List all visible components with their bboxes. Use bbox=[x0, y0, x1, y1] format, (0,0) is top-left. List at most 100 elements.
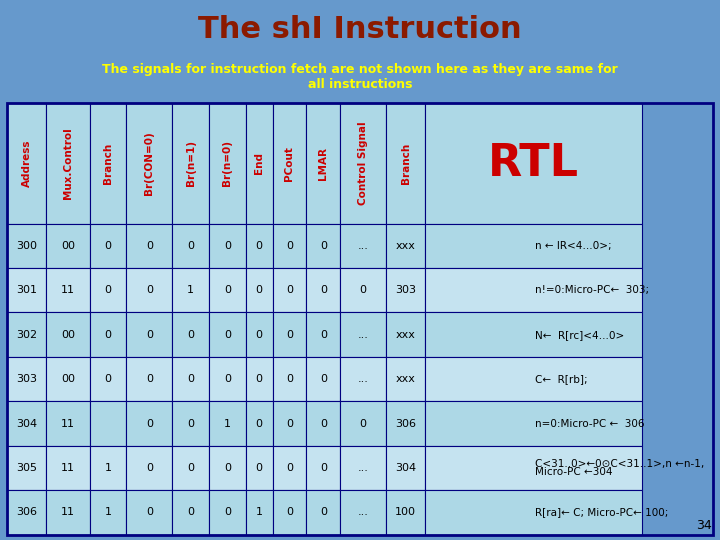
Text: 0: 0 bbox=[187, 329, 194, 340]
Bar bbox=[46, 401, 90, 445]
Bar bbox=[209, 357, 246, 401]
Text: 11: 11 bbox=[61, 418, 75, 429]
Text: 0: 0 bbox=[146, 285, 153, 295]
Text: 00: 00 bbox=[61, 241, 75, 251]
Text: 300: 300 bbox=[16, 241, 37, 251]
Bar bbox=[341, 446, 386, 490]
Bar bbox=[209, 313, 246, 357]
Text: 0: 0 bbox=[320, 241, 327, 251]
Text: RTL: RTL bbox=[488, 141, 579, 185]
Bar bbox=[307, 490, 341, 535]
Text: LMAR: LMAR bbox=[318, 146, 328, 180]
Text: 0: 0 bbox=[360, 285, 366, 295]
Bar bbox=[307, 446, 341, 490]
Text: 303: 303 bbox=[395, 285, 416, 295]
Bar bbox=[7, 401, 46, 445]
Text: n!=0:Micro-PC←  303;: n!=0:Micro-PC← 303; bbox=[536, 285, 649, 295]
Bar bbox=[272, 401, 307, 445]
Bar bbox=[425, 313, 642, 357]
Bar bbox=[7, 490, 46, 535]
Text: n ← IR<4…0>;: n ← IR<4…0>; bbox=[536, 241, 612, 251]
Bar bbox=[127, 268, 172, 313]
Bar bbox=[307, 401, 341, 445]
Text: 11: 11 bbox=[61, 463, 75, 473]
Bar bbox=[246, 401, 272, 445]
Bar bbox=[386, 357, 425, 401]
Text: 306: 306 bbox=[395, 418, 416, 429]
Bar bbox=[386, 401, 425, 445]
Text: ...: ... bbox=[358, 374, 369, 384]
Text: 0: 0 bbox=[286, 463, 293, 473]
Text: 305: 305 bbox=[16, 463, 37, 473]
Text: 0: 0 bbox=[104, 285, 112, 295]
Text: End: End bbox=[254, 152, 264, 174]
Bar bbox=[127, 224, 172, 268]
Text: 0: 0 bbox=[286, 418, 293, 429]
Bar bbox=[341, 103, 386, 224]
Text: 0: 0 bbox=[224, 329, 231, 340]
Text: 0: 0 bbox=[104, 241, 112, 251]
Text: 100: 100 bbox=[395, 508, 416, 517]
Text: 0: 0 bbox=[256, 463, 263, 473]
Text: 0: 0 bbox=[256, 418, 263, 429]
Bar bbox=[46, 268, 90, 313]
Text: Address: Address bbox=[22, 139, 32, 187]
Bar bbox=[341, 313, 386, 357]
Text: 0: 0 bbox=[224, 241, 231, 251]
Text: 0: 0 bbox=[146, 508, 153, 517]
Bar bbox=[425, 224, 642, 268]
Text: The shI Instruction: The shI Instruction bbox=[198, 15, 522, 44]
Bar bbox=[246, 268, 272, 313]
Bar bbox=[425, 357, 642, 401]
Bar bbox=[46, 446, 90, 490]
Text: 0: 0 bbox=[104, 374, 112, 384]
Bar bbox=[246, 313, 272, 357]
Text: 1: 1 bbox=[104, 508, 112, 517]
Text: Br(n=0): Br(n=0) bbox=[222, 140, 233, 186]
Text: ...: ... bbox=[358, 508, 369, 517]
Bar bbox=[172, 490, 209, 535]
Text: The signals for instruction fetch are not shown here as they are same for
all in: The signals for instruction fetch are no… bbox=[102, 63, 618, 91]
Bar bbox=[7, 103, 46, 224]
Bar bbox=[172, 401, 209, 445]
Text: 0: 0 bbox=[224, 285, 231, 295]
Bar bbox=[307, 313, 341, 357]
Bar bbox=[386, 103, 425, 224]
Text: 0: 0 bbox=[256, 329, 263, 340]
Bar bbox=[172, 103, 209, 224]
Text: 0: 0 bbox=[256, 241, 263, 251]
Text: Branch: Branch bbox=[400, 143, 410, 184]
Bar bbox=[209, 103, 246, 224]
Text: R[ra]← C; Micro-PC← 100;: R[ra]← C; Micro-PC← 100; bbox=[536, 508, 669, 517]
Bar bbox=[246, 446, 272, 490]
Bar bbox=[246, 490, 272, 535]
Bar bbox=[425, 103, 642, 224]
Text: 0: 0 bbox=[286, 508, 293, 517]
Text: 304: 304 bbox=[395, 463, 416, 473]
Bar bbox=[341, 224, 386, 268]
Text: 0: 0 bbox=[286, 374, 293, 384]
Text: 00: 00 bbox=[61, 329, 75, 340]
Text: 306: 306 bbox=[16, 508, 37, 517]
Text: 0: 0 bbox=[320, 463, 327, 473]
Text: 1: 1 bbox=[256, 508, 263, 517]
Bar bbox=[127, 357, 172, 401]
Text: 302: 302 bbox=[16, 329, 37, 340]
Bar bbox=[90, 268, 127, 313]
Bar bbox=[46, 357, 90, 401]
Bar bbox=[386, 490, 425, 535]
Bar bbox=[246, 103, 272, 224]
Text: N←  R[rc]<4…0>: N← R[rc]<4…0> bbox=[536, 329, 624, 340]
Bar bbox=[341, 268, 386, 313]
Text: n=0:Micro-PC ←  306: n=0:Micro-PC ← 306 bbox=[536, 418, 645, 429]
Bar bbox=[90, 224, 127, 268]
Text: 0: 0 bbox=[286, 285, 293, 295]
Text: ...: ... bbox=[358, 241, 369, 251]
Bar bbox=[127, 446, 172, 490]
Bar bbox=[272, 268, 307, 313]
Text: xxx: xxx bbox=[395, 374, 415, 384]
Text: 1: 1 bbox=[187, 285, 194, 295]
Text: 0: 0 bbox=[146, 463, 153, 473]
Bar bbox=[7, 268, 46, 313]
Bar bbox=[209, 224, 246, 268]
